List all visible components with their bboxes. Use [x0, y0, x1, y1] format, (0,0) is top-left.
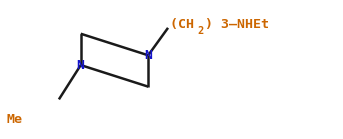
- Text: N: N: [144, 49, 152, 62]
- Text: Me: Me: [7, 113, 23, 126]
- Text: ) 3—NHEt: ) 3—NHEt: [205, 18, 269, 31]
- Text: N: N: [77, 59, 85, 72]
- Text: (CH: (CH: [170, 18, 202, 31]
- Text: 2: 2: [198, 26, 204, 36]
